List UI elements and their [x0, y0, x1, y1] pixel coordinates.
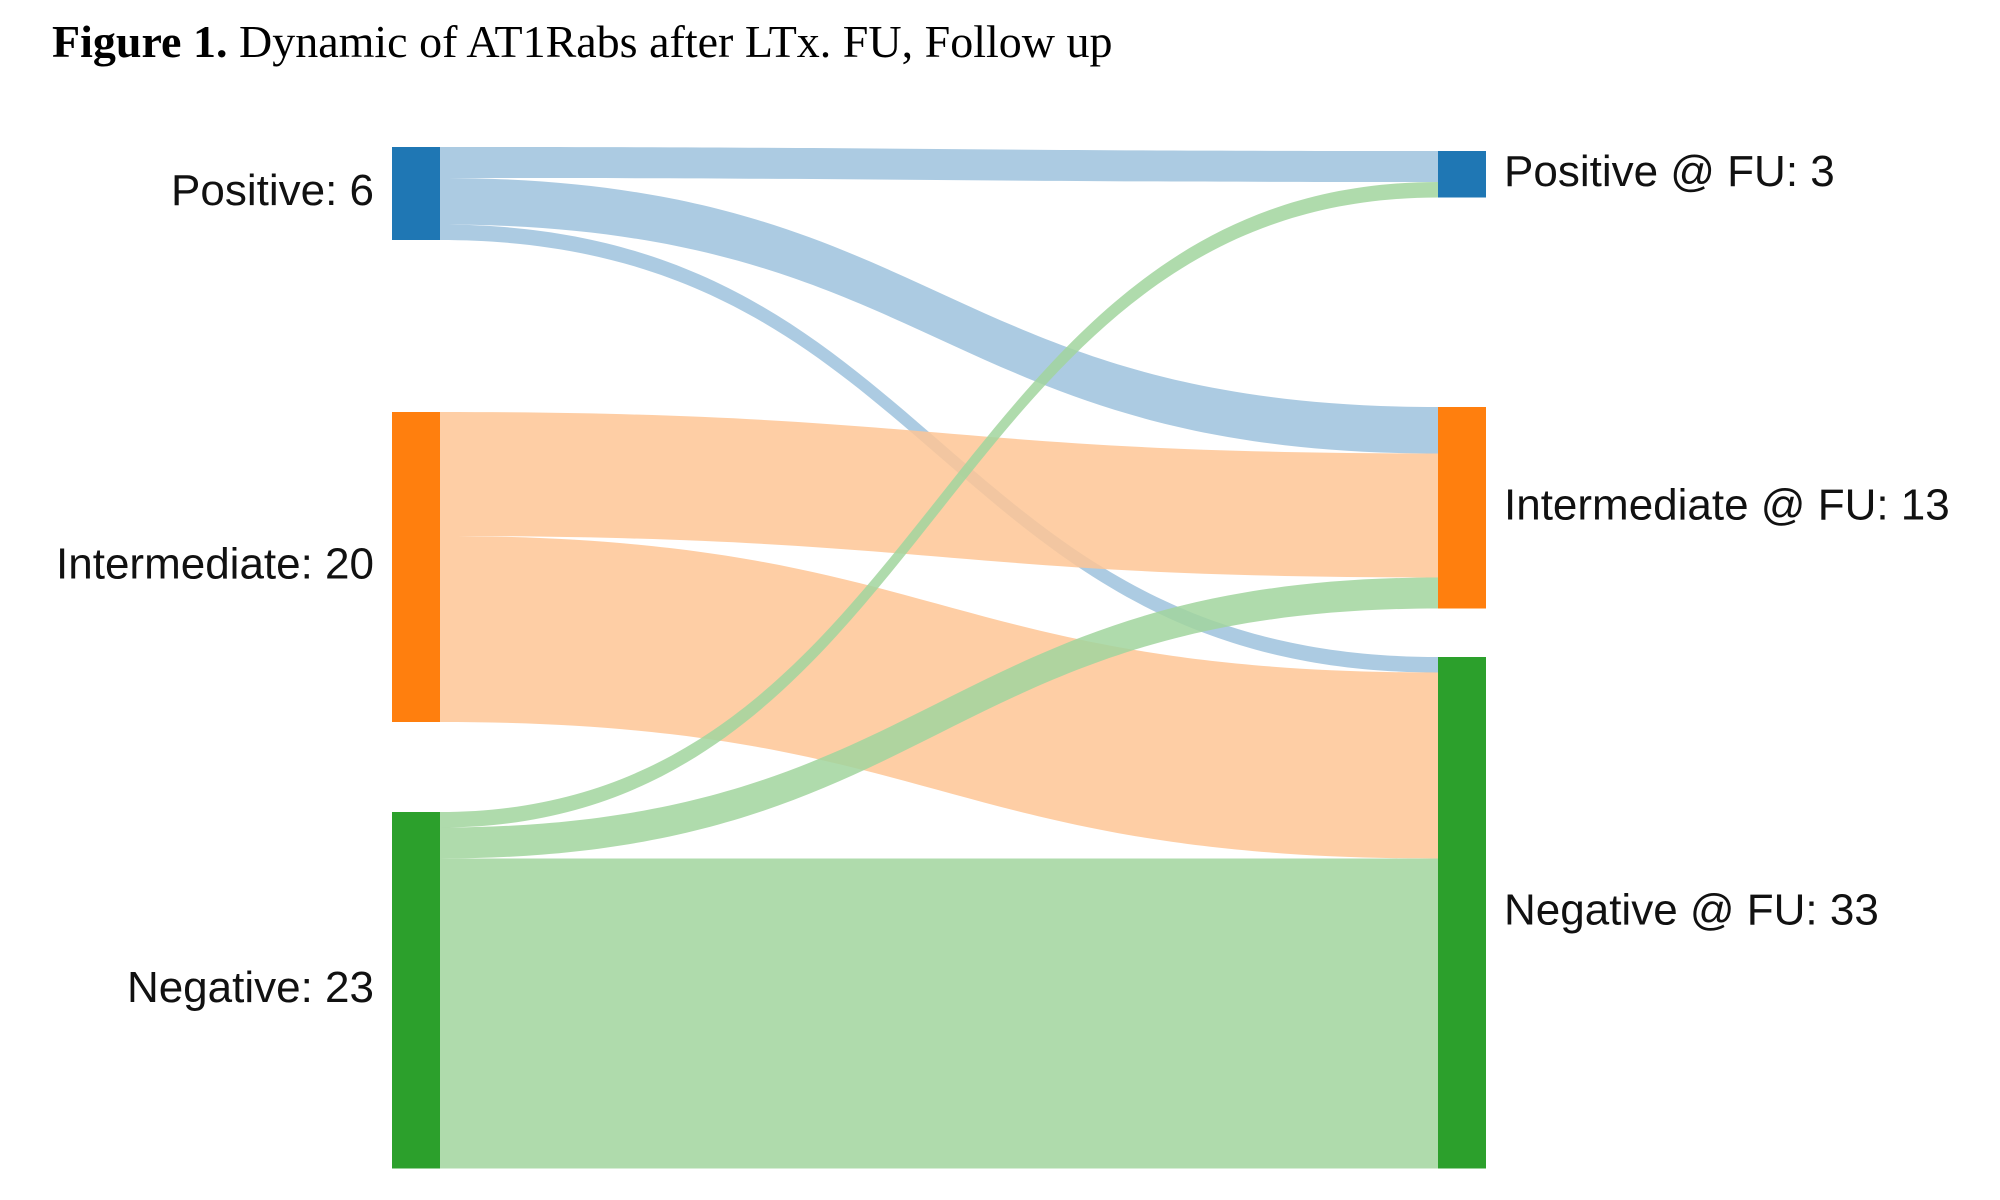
- labels-layer: Positive: 6 Intermediate: 20 Negative: 23 P…: [56, 147, 1950, 1012]
- link-int-to-neg_fu: [440, 536, 1438, 859]
- figure-caption: Figure 1. Dynamic of AT1Rabs after LTx. …: [52, 14, 1112, 69]
- link-neg-to-neg_fu: [440, 858, 1438, 1169]
- links-layer: [440, 147, 1438, 1169]
- node-label-int_fu: Intermediate @ FU: 13: [1504, 480, 1950, 529]
- link-pos-to-int_fu: [440, 178, 1438, 454]
- node-label-neg: Negative: 23: [127, 963, 374, 1012]
- node-label-pos_fu: Positive @ FU: 3: [1504, 147, 1835, 196]
- figure-label: Figure 1.: [52, 16, 228, 67]
- node-int: [392, 412, 440, 722]
- node-neg: [392, 812, 440, 1169]
- link-neg-to-int_fu: [440, 577, 1438, 859]
- link-pos-to-pos_fu: [440, 147, 1438, 182]
- node-pos_fu: [1438, 151, 1486, 198]
- node-neg_fu: [1438, 657, 1486, 1169]
- link-int-to-int_fu: [440, 412, 1438, 578]
- figure-title: Dynamic of AT1Rabs after LTx. FU, Follow…: [238, 16, 1113, 67]
- node-label-pos: Positive: 6: [171, 166, 374, 215]
- nodes-layer: [392, 147, 1486, 1169]
- node-pos: [392, 147, 440, 240]
- node-label-neg_fu: Negative @ FU: 33: [1504, 885, 1879, 934]
- node-label-int: Intermediate: 20: [56, 540, 374, 589]
- node-int_fu: [1438, 407, 1486, 609]
- link-neg-to-pos_fu: [440, 182, 1438, 828]
